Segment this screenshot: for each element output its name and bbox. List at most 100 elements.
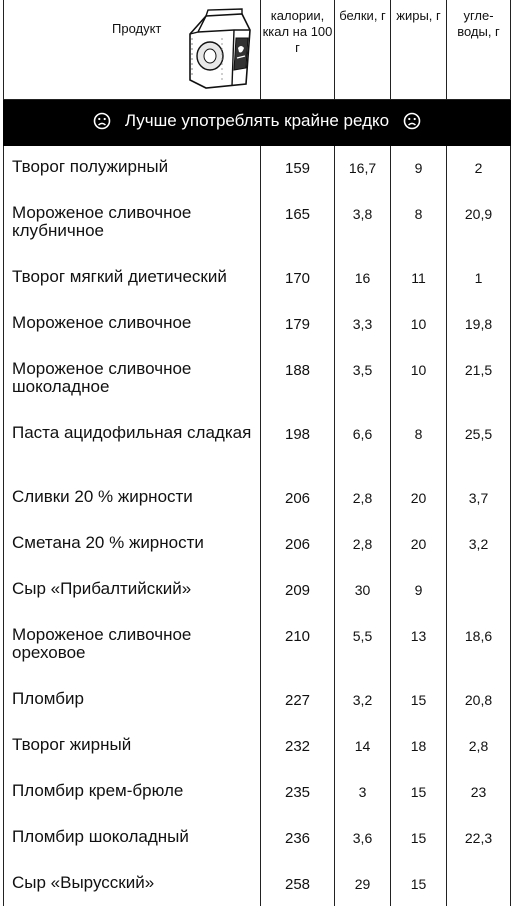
calories-cell: 188: [260, 348, 335, 412]
table-row: Мороженое сливочное клубничное 165 3,8 8 20,…: [3, 192, 511, 256]
product-name-cell: Пломбир крем-брюле: [3, 770, 261, 816]
carbs-cell: 2: [446, 146, 511, 192]
product-name-cell: Сыр «Прибалтийский»: [3, 568, 261, 614]
fat-cell: 18: [390, 724, 447, 770]
carbs-cell: 22,3: [446, 816, 511, 862]
carbs-cell: 20,9: [446, 192, 511, 256]
section-title: Лучше употреблять крайне редко: [124, 111, 390, 130]
carbs-cell: [446, 862, 511, 906]
fat-cell: 10: [390, 348, 447, 412]
header-calories: калории, ккал на 100 г: [260, 0, 335, 100]
table-row: Мороженое сливочное шоколадное 188 3,5 10 21…: [3, 348, 511, 412]
fat-cell: 15: [390, 678, 447, 724]
product-name-cell: Творог мягкий диетический: [3, 256, 261, 302]
protein-cell: 3,8: [334, 192, 391, 256]
protein-cell: 6,6: [334, 412, 391, 476]
fat-cell: 15: [390, 816, 447, 862]
calories-cell: 165: [260, 192, 335, 256]
header-carbs: угле-воды, г: [446, 0, 511, 100]
fat-cell: 13: [390, 614, 447, 678]
table-row: Мороженое сливочное 179 3,3 10 19,8: [3, 302, 511, 348]
protein-cell: 2,8: [334, 476, 391, 522]
section-banner-cell: Лучше употреблять крайне редко: [3, 99, 511, 146]
product-name-cell: Творог жирный: [3, 724, 261, 770]
table-row: Творог жирный 232 14 18 2,8: [3, 724, 511, 770]
fat-cell: 15: [390, 770, 447, 816]
header-product-label: Продукт: [112, 21, 162, 36]
table-row: Сыр «Прибалтийский» 209 30 9: [3, 568, 511, 614]
protein-cell: 2,8: [334, 522, 391, 568]
protein-cell: 3,5: [334, 348, 391, 412]
header-fat: жиры, г: [390, 0, 447, 100]
table-row: Пломбир шоколадный 236 3,6 15 22,3: [3, 816, 511, 862]
product-name-cell: Пломбир шоколадный: [3, 816, 261, 862]
table-row: Мороженое сливочное ореховое 210 5,5 13 18,6: [3, 614, 511, 678]
product-name-cell: Мороженое сливочное шоколадное: [3, 348, 261, 412]
fat-cell: 10: [390, 302, 447, 348]
product-name-cell: Сливки 20 % жирности: [3, 476, 261, 522]
calories-cell: 232: [260, 724, 335, 770]
fat-cell: 8: [390, 412, 447, 476]
calories-cell: 159: [260, 146, 335, 192]
product-name-cell: Мороженое сливочное: [3, 302, 261, 348]
calories-cell: 227: [260, 678, 335, 724]
header-product: Продукт: [3, 0, 261, 100]
calories-cell: 170: [260, 256, 335, 302]
calories-cell: 206: [260, 476, 335, 522]
sad-face-icon: [403, 112, 421, 130]
table-row: Пломбир крем-брюле 235 3 15 23: [3, 770, 511, 816]
protein-cell: 16: [334, 256, 391, 302]
protein-cell: 3,3: [334, 302, 391, 348]
product-name-cell: Мороженое сливочное ореховое: [3, 614, 261, 678]
fat-cell: 9: [390, 146, 447, 192]
calories-cell: 258: [260, 862, 335, 906]
carbs-cell: 25,5: [446, 412, 511, 476]
fat-cell: 8: [390, 192, 447, 256]
product-name-cell: Паста ацидофильная сладкая: [3, 412, 261, 476]
table-header-row: Продукт калории, ккал на 100 г: [3, 0, 511, 100]
fat-cell: 15: [390, 862, 447, 906]
protein-cell: 14: [334, 724, 391, 770]
calories-cell: 206: [260, 522, 335, 568]
protein-cell: 5,5: [334, 614, 391, 678]
product-name-cell: Сыр «Вырусский»: [3, 862, 261, 906]
protein-cell: 30: [334, 568, 391, 614]
milk-carton-icon: [189, 8, 251, 89]
product-name-cell: Сметана 20 % жирности: [3, 522, 261, 568]
calories-cell: 236: [260, 816, 335, 862]
protein-cell: 3,2: [334, 678, 391, 724]
product-name-cell: Пломбир: [3, 678, 261, 724]
table-row: Сливки 20 % жирности 206 2,8 20 3,7: [3, 476, 511, 522]
table-row: Творог мягкий диетический 170 16 11 1: [3, 256, 511, 302]
protein-cell: 3,6: [334, 816, 391, 862]
section-banner: Лучше употреблять крайне редко: [3, 99, 511, 146]
table-row: Паста ацидофильная сладкая 198 6,6 8 25,5: [3, 412, 511, 476]
carbs-cell: [446, 568, 511, 614]
protein-cell: 3: [334, 770, 391, 816]
carbs-cell: 3,2: [446, 522, 511, 568]
calories-cell: 210: [260, 614, 335, 678]
table-row: Пломбир 227 3,2 15 20,8: [3, 678, 511, 724]
header-protein: белки, г: [334, 0, 391, 100]
calories-cell: 198: [260, 412, 335, 476]
calories-cell: 179: [260, 302, 335, 348]
carbs-cell: 1: [446, 256, 511, 302]
table-row: Сметана 20 % жирности 206 2,8 20 3,2: [3, 522, 511, 568]
carbs-cell: 20,8: [446, 678, 511, 724]
carbs-cell: 3,7: [446, 476, 511, 522]
calories-cell: 209: [260, 568, 335, 614]
calories-cell: 235: [260, 770, 335, 816]
carbs-cell: 2,8: [446, 724, 511, 770]
fat-cell: 20: [390, 522, 447, 568]
product-name-cell: Мороженое сливочное клубничное: [3, 192, 261, 256]
carbs-cell: 19,8: [446, 302, 511, 348]
carbs-cell: 23: [446, 770, 511, 816]
fat-cell: 9: [390, 568, 447, 614]
fat-cell: 20: [390, 476, 447, 522]
protein-cell: 29: [334, 862, 391, 906]
table-row: Сыр «Вырусский» 258 29 15: [3, 862, 511, 906]
carbs-cell: 21,5: [446, 348, 511, 412]
sad-face-icon: [93, 112, 111, 130]
table-row: Творог полужирный 159 16,7 9 2: [3, 146, 511, 192]
